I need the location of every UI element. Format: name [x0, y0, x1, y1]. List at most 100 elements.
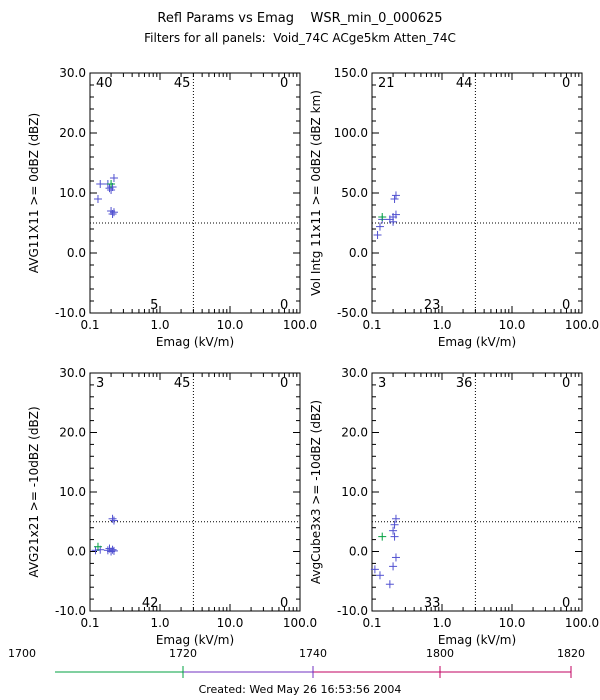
data-point	[370, 565, 379, 574]
panel-1: 0.1 1.0 10.0 100.0 -10.0 0.0 10.0 20.0 30.0 Emag …	[27, 66, 317, 349]
y-axis-label: AvgCube3x3 >= -10dBZ (dBZ)	[309, 400, 323, 584]
x-tick-label: 10.0	[217, 318, 244, 332]
y-tick-label: -50.0	[337, 306, 368, 320]
count-top-right: 0	[280, 76, 288, 91]
data-point	[390, 195, 399, 203]
x-tick-label: 1.0	[150, 616, 169, 630]
data-point	[109, 208, 118, 217]
x-tick-label: 1.0	[432, 616, 451, 630]
count-top-right: 0	[562, 376, 570, 391]
timeline-label: 1800	[426, 647, 454, 660]
data-point-green	[93, 542, 102, 551]
data-point	[375, 571, 384, 580]
count-bottom-right: 0	[562, 596, 570, 611]
count-top-left: 40	[96, 76, 113, 91]
y-tick-label: 10.0	[59, 485, 86, 499]
y-axis-label: Vol Intg 11x11 >= 0dBZ (dBZ km)	[309, 90, 323, 296]
data-point	[391, 210, 400, 219]
y-tick-label: 50.0	[341, 186, 368, 200]
data-point	[391, 553, 400, 562]
x-tick-label: 0.1	[80, 616, 99, 630]
data-point	[385, 580, 394, 589]
x-axis-label: Emag (kV/m)	[156, 335, 234, 349]
count-bottom-right: 0	[280, 596, 288, 611]
count-top-mid: 45	[174, 376, 191, 391]
data-point	[391, 191, 400, 200]
data-point	[373, 231, 382, 239]
data-point	[109, 546, 118, 555]
y-tick-label: 0.0	[67, 545, 86, 559]
y-tick-label: 150.0	[334, 66, 368, 80]
count-bottom-right: 0	[562, 298, 570, 313]
x-tick-label: 0.1	[80, 318, 99, 332]
chart-subtitle: Filters for all panels: Void_74C ACge5km…	[144, 31, 456, 45]
x-axis-label: Emag (kV/m)	[438, 335, 516, 349]
x-tick-label: 100.0	[283, 616, 317, 630]
count-top-left: 21	[378, 76, 395, 91]
data-point-green	[378, 532, 387, 541]
y-tick-label: 20.0	[59, 426, 86, 440]
y-tick-label: 0.0	[349, 545, 368, 559]
y-tick-label: 30.0	[59, 66, 86, 80]
count-top-right: 0	[280, 376, 288, 391]
timeline-label: 1700	[8, 647, 36, 660]
count-top-mid: 45	[174, 76, 191, 91]
data-point	[390, 520, 399, 529]
panel-2: 0.1 1.0 10.0 100.0 -50.0 0.0 50.0 100.0 150.0 Ema…	[309, 66, 599, 349]
y-tick-label: 100.0	[334, 126, 368, 140]
x-tick-label: 0.1	[362, 318, 381, 332]
count-bottom-right: 0	[280, 298, 288, 313]
data-point	[108, 545, 117, 554]
panel-4: 0.1 1.0 10.0 100.0 -10.0 0.0 10.0 20.0 30.0 Emag …	[309, 366, 599, 647]
x-tick-label: 100.0	[565, 616, 599, 630]
count-bottom-left: 42	[142, 596, 159, 611]
y-tick-label: -10.0	[337, 604, 368, 618]
data-point	[96, 180, 105, 188]
y-tick-label: 10.0	[341, 485, 368, 499]
plot-frame	[371, 72, 583, 314]
count-top-mid: 36	[456, 376, 473, 391]
count-top-left: 3	[378, 376, 386, 391]
data-point	[389, 526, 398, 535]
y-axis-label: AVG21x21 >= -10dBZ (dBZ)	[27, 406, 41, 577]
panels: 0.1 1.0 10.0 100.0-10.00.010.020.030.0Emag …	[27, 66, 599, 647]
y-tick-label: 30.0	[341, 366, 368, 380]
x-tick-label: 10.0	[217, 616, 244, 630]
plot-frame	[89, 72, 301, 314]
count-bottom-left: 33	[424, 596, 441, 611]
data-point	[93, 195, 102, 203]
y-tick-label: 0.0	[349, 246, 368, 260]
count-top-mid: 44	[456, 76, 473, 91]
data-point	[375, 222, 384, 231]
data-point	[389, 562, 398, 571]
created-footer: Created: Wed May 26 16:53:56 2004	[199, 683, 402, 696]
timeline-label: 1740	[299, 647, 327, 660]
x-tick-label: 100.0	[565, 318, 599, 332]
x-tick-label: 1.0	[432, 318, 451, 332]
chart-title: Refl Params vs Emag WSR_min_0_000625	[157, 11, 442, 26]
x-tick-label: 0.1	[362, 616, 381, 630]
count-top-left: 3	[96, 376, 104, 391]
plot-frame	[89, 372, 301, 612]
data-point	[109, 174, 118, 182]
y-tick-label: -10.0	[55, 306, 86, 320]
y-tick-label: 10.0	[59, 186, 86, 200]
data-point	[391, 514, 400, 523]
x-axis-label: Emag (kV/m)	[438, 633, 516, 647]
data-point	[390, 532, 399, 541]
count-bottom-left: 23	[424, 298, 441, 313]
x-tick-label: 10.0	[499, 318, 526, 332]
plot-frame	[371, 372, 583, 612]
y-tick-label: -10.0	[55, 604, 86, 618]
timeline-label: 1720	[169, 647, 197, 660]
panel-3: 0.1 1.0 10.0 100.0 -10.0 0.0 10.0 20.0 30.0 Emag …	[27, 366, 317, 647]
count-top-right: 0	[562, 76, 570, 91]
data-point	[389, 217, 398, 226]
data-point-green	[107, 180, 116, 188]
y-tick-label: 20.0	[341, 426, 368, 440]
y-tick-label: 30.0	[59, 366, 86, 380]
y-tick-label: 20.0	[59, 126, 86, 140]
y-tick-label: 0.0	[67, 246, 86, 260]
x-tick-label: 10.0	[499, 616, 526, 630]
